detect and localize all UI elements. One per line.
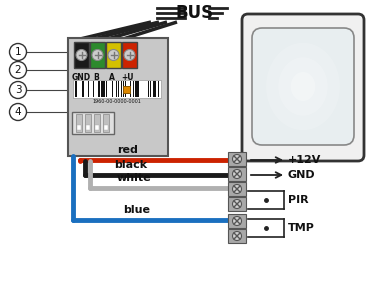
FancyBboxPatch shape: [242, 14, 364, 161]
Bar: [86, 125, 90, 130]
Text: TMP: TMP: [288, 223, 315, 233]
Circle shape: [232, 184, 241, 194]
Bar: [228, 197, 246, 211]
Bar: [95, 125, 99, 130]
Bar: [81, 81, 83, 97]
Bar: [228, 229, 246, 243]
Bar: [121, 81, 122, 97]
Circle shape: [232, 155, 241, 164]
Ellipse shape: [279, 57, 327, 116]
Bar: [74, 42, 89, 68]
Text: 3: 3: [15, 85, 21, 95]
Bar: [134, 81, 135, 97]
Bar: [68, 38, 168, 156]
Bar: [85, 114, 91, 132]
Bar: [110, 81, 111, 97]
Bar: [126, 81, 128, 97]
Bar: [228, 182, 246, 196]
Bar: [104, 81, 105, 97]
Bar: [73, 80, 161, 98]
Bar: [130, 81, 131, 97]
Bar: [122, 42, 137, 68]
Text: GND: GND: [71, 73, 91, 82]
Ellipse shape: [291, 72, 315, 101]
Bar: [94, 114, 100, 132]
Bar: [146, 81, 147, 97]
Bar: [86, 81, 87, 97]
Text: 1960-00-0000-0001: 1960-00-0000-0001: [92, 99, 141, 104]
Bar: [228, 152, 246, 166]
Text: +12V: +12V: [288, 155, 321, 165]
Bar: [101, 81, 102, 97]
Bar: [150, 81, 151, 97]
Text: 2: 2: [15, 65, 21, 75]
Bar: [116, 81, 117, 97]
Bar: [153, 81, 154, 97]
Text: PIR: PIR: [288, 195, 309, 205]
Bar: [77, 81, 78, 97]
Bar: [104, 125, 108, 130]
Circle shape: [232, 232, 241, 240]
Bar: [123, 86, 130, 93]
Bar: [139, 81, 140, 97]
Text: GND: GND: [288, 170, 316, 180]
Text: +U: +U: [122, 73, 134, 82]
Bar: [138, 81, 139, 97]
Text: blue: blue: [124, 205, 150, 215]
Bar: [103, 114, 109, 132]
Bar: [88, 81, 89, 97]
Circle shape: [9, 61, 27, 79]
Circle shape: [76, 49, 87, 61]
Circle shape: [232, 200, 241, 208]
Bar: [158, 81, 159, 97]
Bar: [152, 81, 153, 97]
Bar: [90, 42, 105, 68]
Text: red: red: [117, 145, 138, 155]
Bar: [90, 81, 91, 97]
Bar: [76, 114, 82, 132]
Circle shape: [232, 217, 241, 226]
Bar: [133, 81, 134, 97]
Bar: [93, 81, 94, 97]
Bar: [228, 167, 246, 181]
Bar: [98, 81, 99, 97]
Text: 1: 1: [15, 47, 21, 57]
FancyBboxPatch shape: [252, 28, 354, 145]
Bar: [76, 81, 77, 97]
Bar: [83, 81, 85, 97]
Circle shape: [9, 43, 27, 61]
Ellipse shape: [266, 43, 340, 130]
Text: black: black: [114, 160, 147, 170]
Bar: [106, 42, 121, 68]
Text: 4: 4: [15, 107, 21, 117]
Bar: [106, 81, 107, 97]
Bar: [228, 214, 246, 228]
Bar: [147, 81, 149, 97]
Bar: [144, 81, 146, 97]
Bar: [141, 81, 142, 97]
Circle shape: [124, 49, 135, 61]
Bar: [80, 81, 81, 97]
Text: B: B: [93, 73, 99, 82]
Bar: [128, 81, 130, 97]
Bar: [136, 81, 138, 97]
Circle shape: [9, 104, 27, 120]
Text: white: white: [117, 173, 151, 183]
Bar: [135, 81, 136, 97]
Bar: [77, 125, 81, 130]
Text: BUS: BUS: [176, 4, 214, 22]
Bar: [103, 81, 104, 97]
Bar: [123, 81, 124, 97]
Circle shape: [232, 169, 241, 178]
Bar: [99, 81, 100, 97]
Bar: [72, 112, 114, 134]
Bar: [112, 81, 113, 97]
Circle shape: [9, 81, 27, 98]
Circle shape: [92, 49, 103, 61]
Bar: [118, 81, 119, 97]
Bar: [154, 81, 156, 97]
Text: A: A: [109, 73, 115, 82]
Circle shape: [108, 49, 119, 61]
